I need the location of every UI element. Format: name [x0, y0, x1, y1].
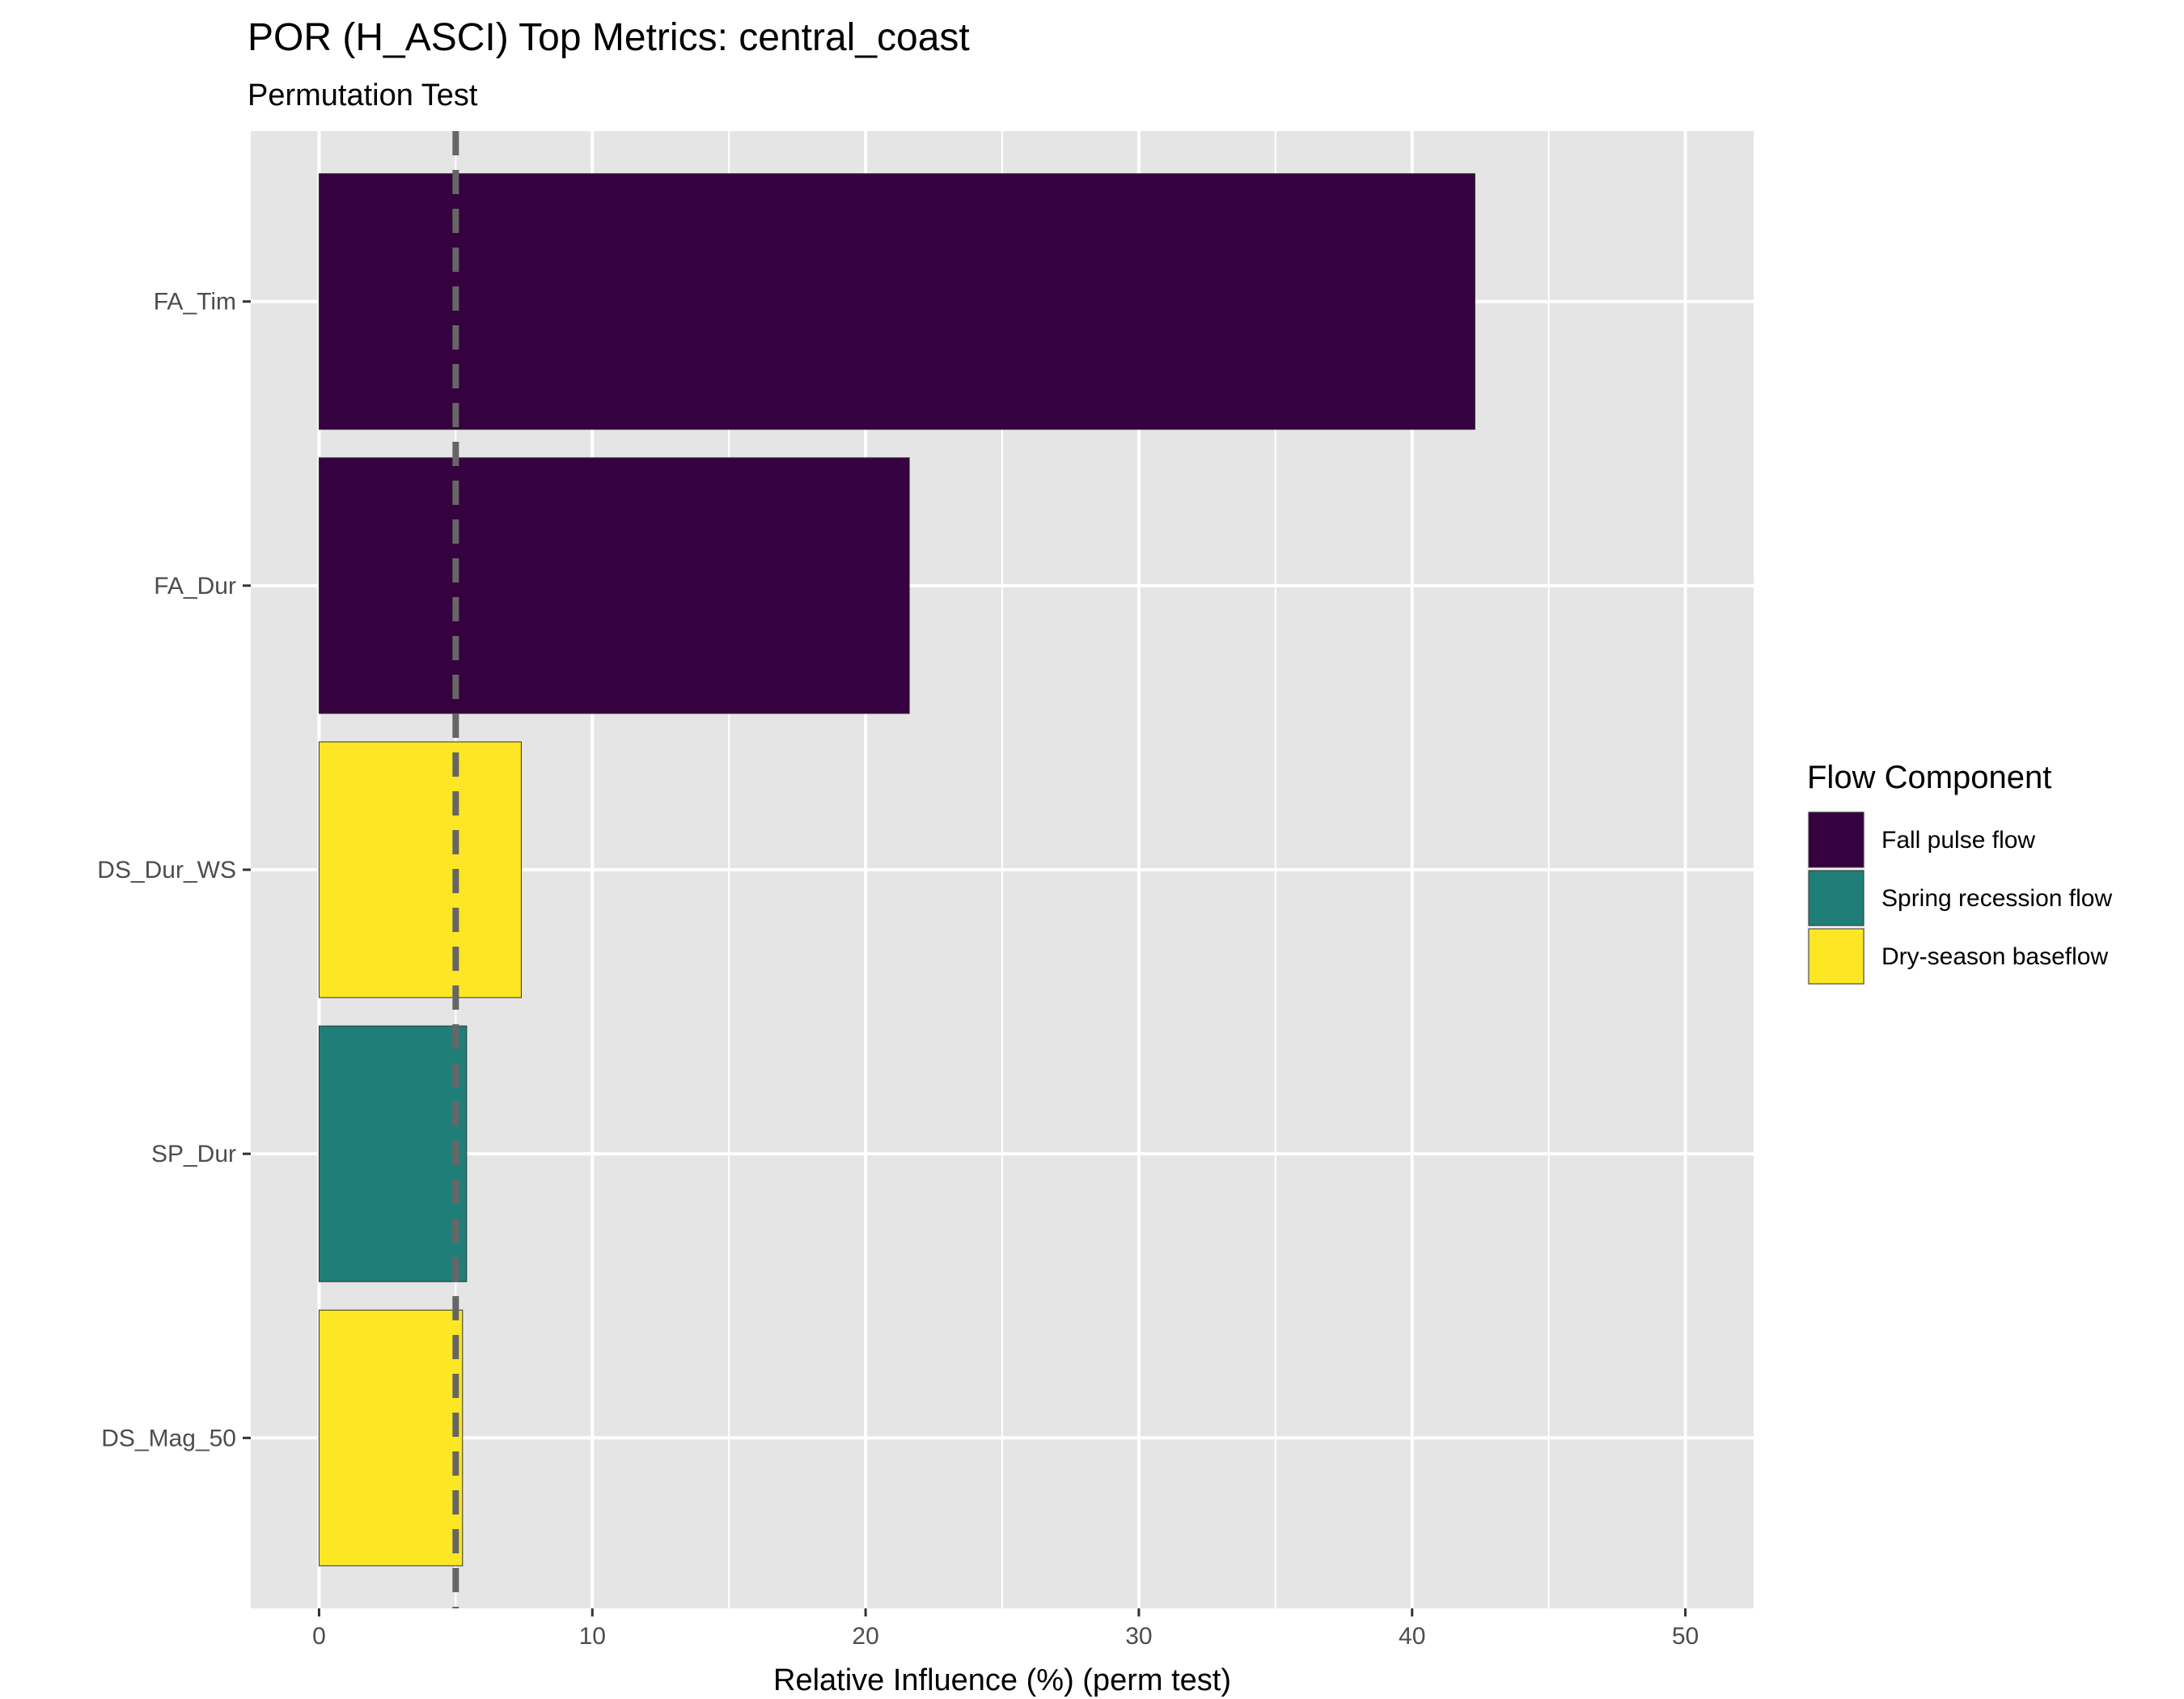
x-tick-label: 10 — [579, 1623, 606, 1650]
y-tick-label: DS_Dur_WS — [97, 857, 236, 883]
legend-label: Fall pulse flow — [1881, 827, 2035, 854]
y-tick-label: DS_Mag_50 — [101, 1425, 236, 1451]
bar-DS_Dur_WS — [318, 741, 522, 998]
legend-label: Dry-season baseflow — [1881, 943, 2108, 970]
chart-subtitle: Permutation Test — [248, 78, 478, 112]
x-axis: 0 10 20 30 40 50 — [312, 1608, 1699, 1650]
x-tick-label: 50 — [1672, 1623, 1699, 1650]
bar-DS_Mag_50 — [318, 1309, 463, 1566]
legend-swatch — [1808, 928, 1864, 985]
bar-FA_Tim — [318, 173, 1475, 430]
bar-FA_Dur — [318, 457, 910, 714]
bar-SP_Dur — [318, 1025, 468, 1282]
legend-label: Spring recession flow — [1881, 885, 2112, 912]
y-axis: FA_Tim FA_Dur DS_Dur_WS SP_Dur DS_Mag_50 — [97, 289, 251, 1451]
y-tick-label: FA_Tim — [154, 289, 236, 316]
x-axis-title: Relative Influence (%) (perm test) — [773, 1663, 1231, 1697]
x-tick-label: 40 — [1399, 1623, 1425, 1650]
x-tick-label: 30 — [1125, 1623, 1152, 1650]
x-tick-label: 0 — [312, 1623, 326, 1650]
y-tick-label: FA_Dur — [154, 573, 236, 600]
legend-title: Flow Component — [1807, 760, 2051, 795]
chart-title: POR (H_ASCI) Top Metrics: central_coast — [248, 16, 970, 59]
bars — [318, 173, 1475, 1566]
y-tick-label: SP_Dur — [151, 1141, 236, 1167]
x-tick-label: 20 — [852, 1623, 878, 1650]
legend-swatch — [1808, 870, 1864, 926]
legend-swatch — [1808, 811, 1864, 868]
legend: Flow Component Fall pulse flow Spring rec… — [1807, 760, 2112, 985]
